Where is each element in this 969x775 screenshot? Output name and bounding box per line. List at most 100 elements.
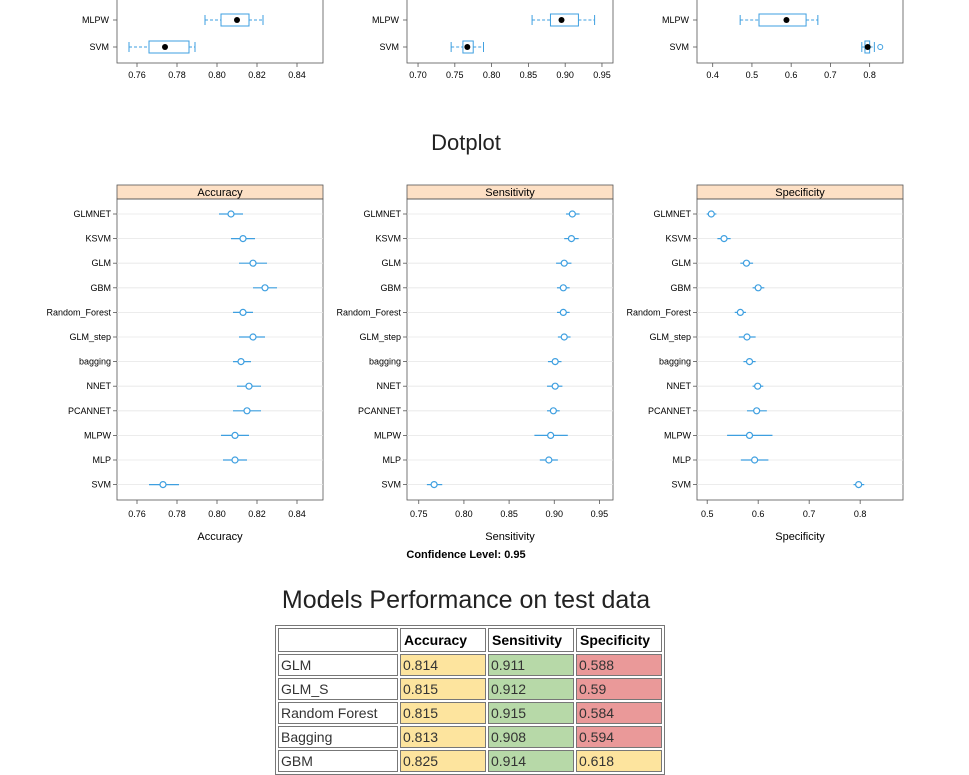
median-point (864, 44, 871, 50)
estimate-point (720, 235, 728, 243)
box (462, 40, 474, 54)
estimate-point (549, 407, 557, 415)
y-tick-label: GLM (671, 258, 691, 268)
y-tick-label: SVM (89, 42, 109, 52)
row-name: GLM (278, 654, 398, 676)
estimate-point (239, 308, 247, 316)
x-tick-label: 0.85 (500, 509, 518, 519)
y-tick-label: NNET (87, 381, 112, 391)
confidence-label: Confidence Level: 0.95 (406, 549, 526, 561)
estimate-point (559, 308, 567, 316)
median-point (234, 17, 240, 23)
estimate-point (753, 407, 761, 415)
box-panel-frame (696, 0, 904, 64)
estimate-point (430, 481, 438, 489)
estimate-point (261, 284, 269, 292)
x-tick-label: 0.78 (168, 509, 186, 519)
y-tick-label: GLM_step (649, 332, 691, 342)
estimate-point (745, 431, 754, 439)
y-tick-label: Random_Forest (626, 307, 691, 317)
estimate-point (855, 481, 863, 489)
x-tick-label: 0.75 (446, 70, 464, 80)
panel-frame (696, 198, 904, 501)
header-specificity: Specificity (576, 628, 662, 652)
y-tick-label: PCANNET (68, 406, 112, 416)
cell-accuracy: 0.815 (400, 702, 486, 724)
y-tick-label: GBM (90, 283, 111, 293)
estimate-point (249, 333, 257, 341)
y-tick-label: MLPW (374, 430, 402, 440)
estimate-point (559, 284, 567, 292)
y-tick-label: KSVM (375, 234, 401, 244)
estimate-point (754, 284, 762, 292)
cell-sensitivity: 0.908 (488, 726, 574, 748)
x-tick-label: 0.5 (701, 509, 714, 519)
table-row: GLM 0.814 0.911 0.588 (278, 654, 662, 676)
cell-accuracy: 0.814 (400, 654, 486, 676)
cell-sensitivity: 0.912 (488, 678, 574, 700)
x-tick-label: 0.6 (752, 509, 765, 519)
y-tick-label: GLM_step (69, 332, 111, 342)
box-panel-frame (406, 0, 614, 64)
y-tick-label: bagging (369, 357, 401, 367)
x-tick-label: 0.82 (248, 70, 266, 80)
table-row: GBM 0.825 0.914 0.618 (278, 750, 662, 772)
strip-label: Specificity (775, 187, 825, 199)
estimate-point (736, 308, 744, 316)
cell-specificity: 0.584 (576, 702, 662, 724)
estimate-point (239, 235, 247, 243)
x-tick-label: 0.8 (863, 70, 876, 80)
y-tick-label: GBM (670, 283, 691, 293)
x-tick-label: 0.76 (128, 70, 146, 80)
y-tick-label: NNET (667, 381, 692, 391)
x-tick-label: 0.76 (128, 509, 146, 519)
estimate-point (742, 259, 751, 267)
row-name: GLM_S (278, 678, 398, 700)
y-tick-label: SVM (381, 480, 401, 490)
cell-sensitivity: 0.914 (488, 750, 574, 772)
table-title: Models Performance on test data (281, 586, 651, 614)
y-tick-label: KSVM (85, 234, 111, 244)
median-point (783, 17, 790, 23)
x-tick-label: 0.7 (803, 509, 816, 519)
estimate-point (560, 333, 568, 341)
cell-specificity: 0.59 (576, 678, 662, 700)
x-tick-label: 0.75 (410, 509, 428, 519)
y-tick-label: GLMNET (363, 209, 401, 219)
box (220, 13, 250, 27)
y-tick-label: bagging (659, 357, 691, 367)
y-tick-label: GLM (91, 258, 111, 268)
table-row: Random Forest 0.815 0.915 0.584 (278, 702, 662, 724)
estimate-point (567, 235, 576, 243)
header-sensitivity: Sensitivity (488, 628, 574, 652)
y-tick-label: SVM (671, 480, 691, 490)
estimate-point (551, 382, 559, 390)
performance-table: Accuracy Sensitivity Specificity GLM 0.8… (275, 625, 665, 775)
x-tick-label: 0.80 (483, 70, 501, 80)
y-tick-label: GLMNET (73, 209, 111, 219)
median-point (162, 44, 168, 50)
y-tick-label: MLPW (84, 430, 112, 440)
row-name: Random Forest (278, 702, 398, 724)
estimate-point (707, 210, 715, 218)
median-point (464, 44, 471, 50)
y-tick-label: SVM (91, 480, 111, 490)
y-tick-label: MLPW (82, 15, 110, 25)
cell-accuracy: 0.815 (400, 678, 486, 700)
dotplot-title: Dotplot (431, 130, 501, 155)
panel-frame (406, 198, 614, 501)
x-tick-label: 0.80 (455, 509, 473, 519)
y-tick-label: GLM_step (359, 332, 401, 342)
box-panel-frame (116, 0, 324, 64)
x-tick-label: 0.95 (591, 509, 609, 519)
x-tick-label: 0.6 (785, 70, 798, 80)
y-tick-label: GBM (380, 283, 401, 293)
y-tick-label: KSVM (665, 234, 691, 244)
estimate-point (245, 382, 253, 390)
estimate-point (159, 481, 167, 489)
x-tick-label: 0.8 (854, 509, 867, 519)
cell-sensitivity: 0.915 (488, 702, 574, 724)
row-name: GBM (278, 750, 398, 772)
estimate-point (249, 259, 257, 267)
